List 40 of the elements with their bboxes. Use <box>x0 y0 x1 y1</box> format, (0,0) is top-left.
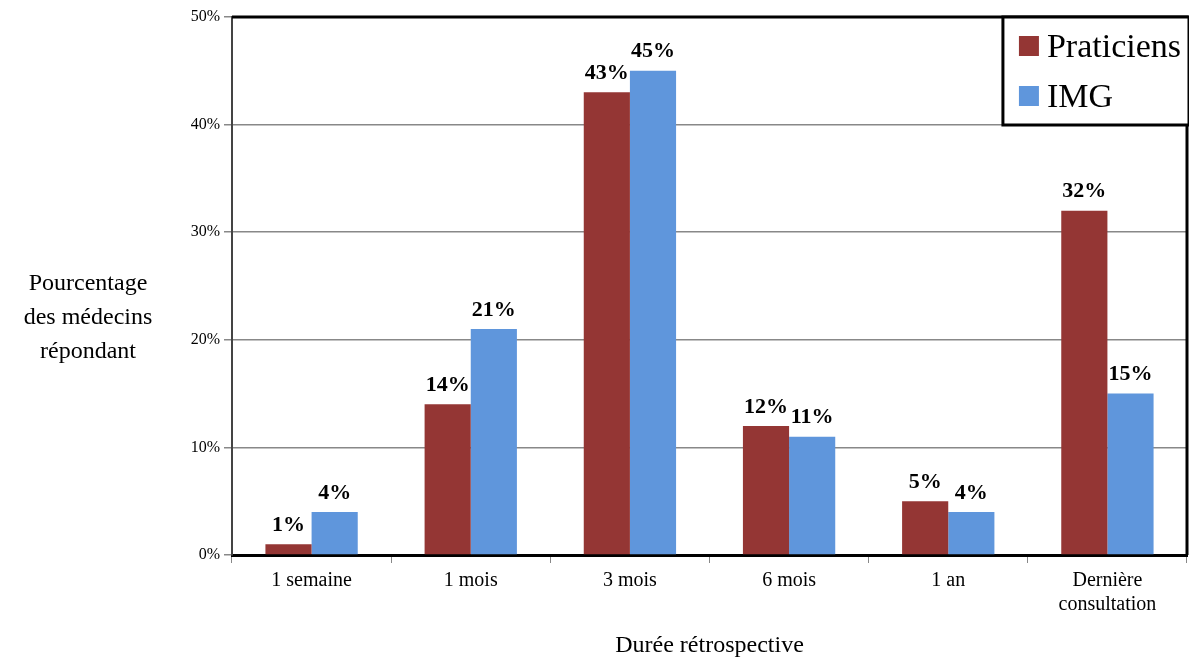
bar <box>789 436 836 555</box>
bar <box>629 70 677 555</box>
bar <box>311 511 358 555</box>
bar <box>424 404 471 555</box>
y-axis-title: Pourcentage des médecins répondant <box>22 268 154 365</box>
data-label: 12% <box>744 392 788 418</box>
data-label: 32% <box>1062 177 1107 203</box>
y-tick-label: 50% <box>190 7 220 25</box>
data-label: 4% <box>954 478 988 504</box>
data-label: 43% <box>584 59 629 85</box>
y-tick-label: 20% <box>190 330 220 347</box>
x-tick-label: 1 semaine <box>271 568 352 591</box>
data-label: 45% <box>631 37 675 63</box>
data-label: 21% <box>471 295 516 321</box>
data-label: 1% <box>272 510 305 536</box>
x-tick-label: 3 mois <box>602 568 658 591</box>
legend-label: IMG <box>1046 76 1114 114</box>
data-label: 5% <box>908 467 942 493</box>
bar <box>742 425 790 555</box>
bar <box>583 92 630 555</box>
y-tick-label: 40% <box>190 114 220 132</box>
x-tick-label: 6 mois <box>762 568 817 591</box>
x-tick-label: 1 an <box>931 568 966 591</box>
bar <box>1061 210 1108 555</box>
legend-label: Praticiens <box>1046 26 1181 64</box>
bar <box>470 329 517 555</box>
bar <box>1107 393 1154 555</box>
data-label: 14% <box>425 371 470 397</box>
data-label: 15% <box>1108 360 1153 386</box>
y-tick-label: 30% <box>190 222 220 240</box>
bar <box>265 544 312 555</box>
x-tick-label: Dernière consultation <box>1058 568 1157 615</box>
data-label: 4% <box>318 478 352 504</box>
data-label: 11% <box>790 403 834 429</box>
x-axis-title: Durée rétrospective <box>615 630 804 657</box>
y-tick-label: 0% <box>198 545 220 563</box>
y-tick-label: 10% <box>190 437 220 455</box>
bar <box>948 511 995 555</box>
x-tick-label: 1 mois <box>443 568 498 591</box>
bar <box>902 501 949 555</box>
